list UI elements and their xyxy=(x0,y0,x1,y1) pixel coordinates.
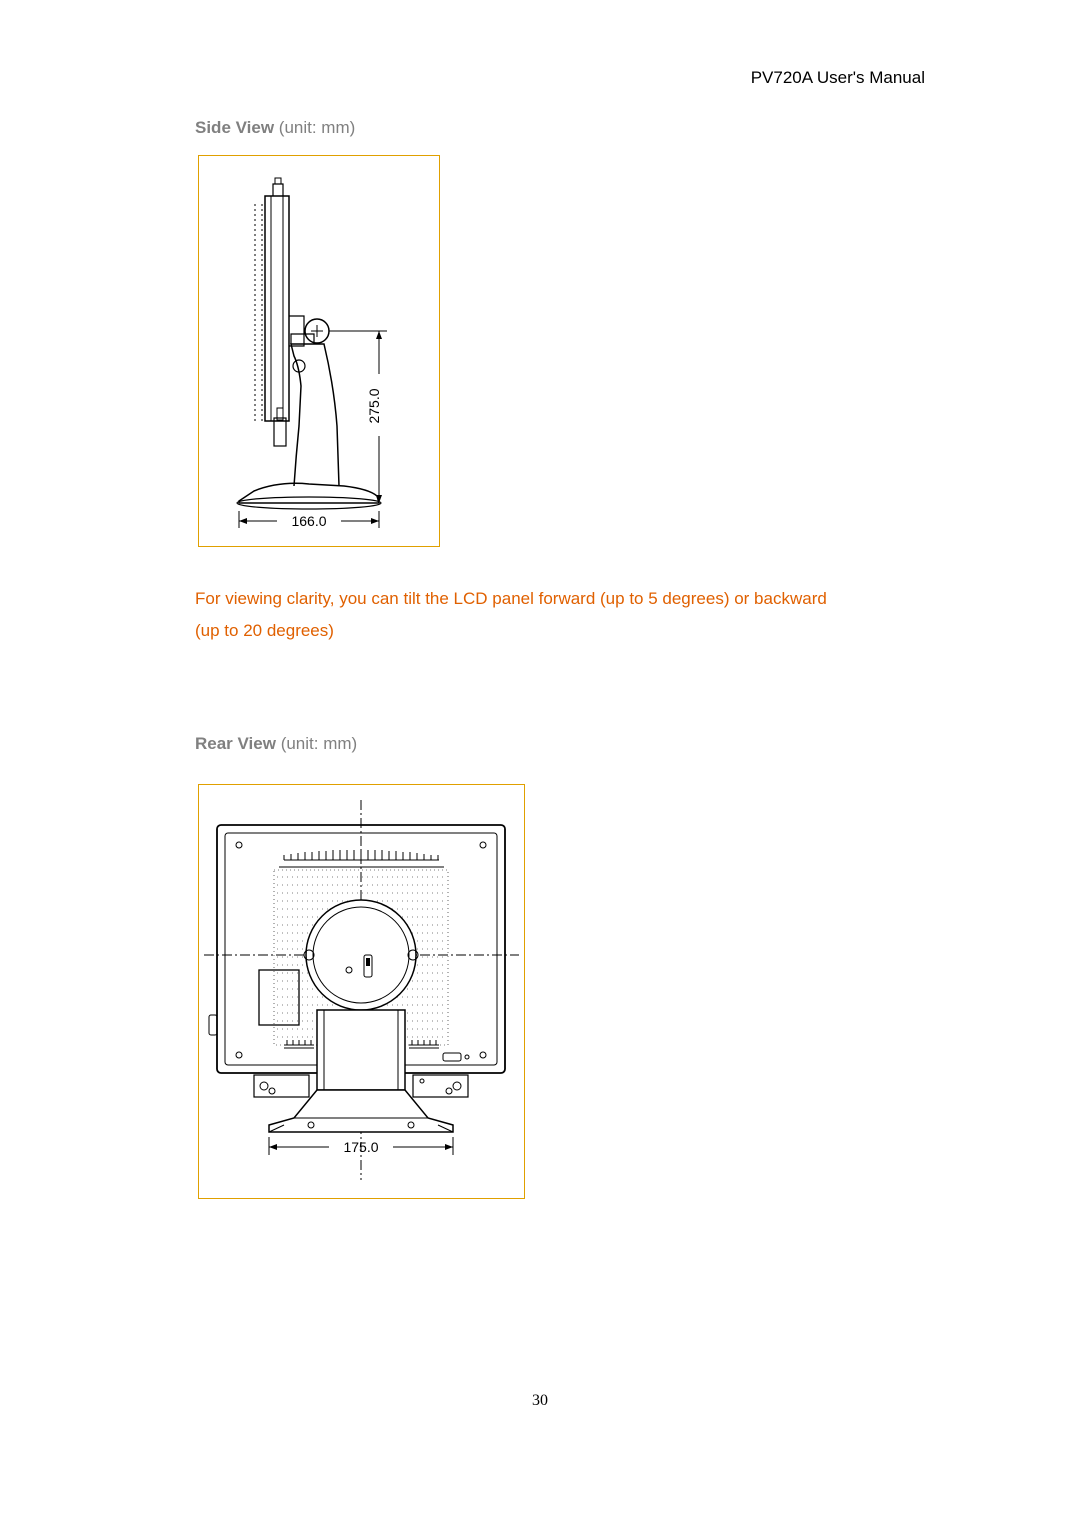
side-view-title-rest: (unit: mm) xyxy=(274,118,355,137)
side-view-heading: Side View (unit: mm) xyxy=(195,118,355,138)
rear-base-width-dim: 175.0 xyxy=(343,1139,378,1155)
tilt-note: For viewing clarity, you can tilt the LC… xyxy=(195,583,855,648)
vent-top-icon xyxy=(279,850,444,867)
rear-view-heading: Rear View (unit: mm) xyxy=(195,734,357,754)
side-width-dim: 166.0 xyxy=(291,513,326,529)
rear-view-figure: 175.0 xyxy=(198,784,525,1199)
side-view-figure: 166.0 275.0 xyxy=(198,155,440,547)
rear-view-title-rest: (unit: mm) xyxy=(276,734,357,753)
side-height-dim: 275.0 xyxy=(366,388,382,423)
rear-view-svg: 175.0 xyxy=(199,785,524,1198)
doc-title: PV720A User's Manual xyxy=(751,68,925,88)
page-number: 30 xyxy=(0,1392,1080,1410)
side-view-title-bold: Side View xyxy=(195,118,274,137)
side-view-svg: 166.0 275.0 xyxy=(199,156,439,546)
rear-view-title-bold: Rear View xyxy=(195,734,276,753)
